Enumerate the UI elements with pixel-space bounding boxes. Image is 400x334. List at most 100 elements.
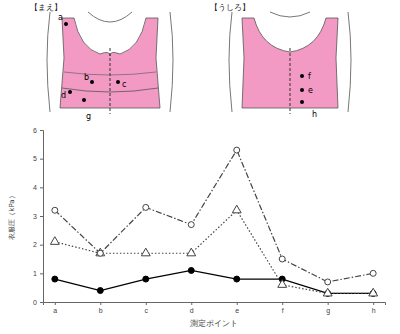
series-marker — [97, 288, 103, 294]
measure-point — [300, 100, 304, 104]
x-tick: c — [145, 302, 149, 314]
y-tick-mark — [40, 159, 43, 160]
x-tick: a — [53, 302, 57, 314]
x-tick: g — [326, 302, 330, 315]
y-tick: 1 — [33, 270, 43, 277]
x-tick-label: e — [235, 307, 239, 314]
point-label: f — [308, 72, 311, 81]
series-line — [55, 270, 373, 293]
y-tick-label: 4 — [33, 184, 37, 191]
x-tick: b — [99, 302, 103, 314]
x-tick-label: c — [145, 307, 149, 314]
body-outline — [170, 12, 173, 112]
x-tick-mark — [373, 302, 374, 305]
series-marker — [279, 256, 285, 262]
series-marker — [234, 147, 240, 153]
x-tick: d — [190, 302, 194, 314]
point-label: b — [84, 73, 89, 82]
y-tick: 4 — [33, 184, 43, 191]
series-marker — [52, 276, 58, 282]
series-marker — [143, 204, 149, 210]
series-marker — [188, 267, 194, 273]
body-outline — [47, 12, 50, 112]
x-tick-label: b — [99, 307, 103, 314]
y-tick-mark — [40, 130, 43, 131]
y-tick-label: 2 — [33, 241, 37, 248]
y-tick-label: 3 — [33, 213, 37, 220]
x-tick-label: g — [326, 307, 330, 315]
x-tick-label: d — [190, 307, 194, 314]
plot-area — [50, 147, 377, 296]
y-tick-label: 5 — [33, 155, 37, 162]
series-line — [55, 210, 373, 293]
x-tick: h — [372, 302, 376, 314]
y-tick-mark — [40, 216, 43, 217]
y-tick: 5 — [33, 155, 43, 162]
x-tick: f — [282, 302, 284, 314]
point-label: e — [308, 86, 313, 95]
y-axis-line — [40, 131, 44, 303]
figure: 【まえ】【うしろ】abcdgfeh0123456abcdefgh測定ポイント衣服… — [0, 0, 400, 334]
x-tick-mark — [237, 302, 238, 305]
x-tick-label: a — [53, 307, 57, 314]
y-tick: 2 — [33, 241, 43, 248]
view-label: 【まえ】 — [30, 3, 62, 12]
x-tick-mark — [282, 302, 283, 305]
x-tick-mark — [55, 302, 56, 305]
series-marker — [278, 280, 287, 288]
y-tick-label: 6 — [33, 127, 37, 134]
y-tick-mark — [40, 302, 43, 303]
x-axis-title: 測定ポイント — [190, 319, 238, 328]
y-tick-mark — [40, 245, 43, 246]
series-marker — [52, 207, 58, 213]
x-tick-mark — [146, 302, 147, 305]
measure-point — [82, 98, 86, 102]
body-outline — [88, 12, 132, 22]
x-tick: e — [235, 302, 239, 314]
x-axis: a b c d e f g h — [44, 302, 386, 315]
series-marker — [141, 248, 150, 256]
series-line — [55, 150, 373, 282]
y-tick: 6 — [33, 127, 43, 134]
body-outline — [270, 12, 310, 17]
measure-point — [300, 88, 304, 92]
x-tick-mark — [328, 302, 329, 305]
measure-point — [300, 74, 304, 78]
y-tick: 3 — [33, 213, 43, 220]
x-tick-mark — [191, 302, 192, 305]
series-marker — [369, 288, 378, 296]
series-marker — [50, 237, 59, 245]
series-marker — [234, 276, 240, 282]
y-axis: 0 1 2 3 4 5 6 — [33, 127, 43, 306]
x-tick-mark — [100, 302, 101, 305]
measure-point — [116, 80, 120, 84]
series-marker — [323, 288, 332, 296]
y-axis-title: 衣服圧（kPa） — [8, 192, 16, 239]
measure-point — [64, 22, 68, 26]
point-label: c — [122, 80, 126, 89]
series-marker — [143, 276, 149, 282]
y-tick-mark — [40, 187, 43, 188]
point-label: a — [58, 13, 63, 22]
point-label: g — [86, 112, 91, 121]
body-outline — [348, 12, 351, 112]
body-outline — [229, 12, 232, 112]
center-line — [290, 48, 291, 114]
view-label: 【うしろ】 — [210, 3, 250, 12]
series-marker — [232, 205, 241, 213]
measure-point — [68, 90, 72, 94]
series-marker — [96, 248, 105, 256]
x-tick-label: h — [372, 307, 376, 314]
y-tick-label: 0 — [33, 299, 37, 306]
point-label: h — [312, 110, 317, 119]
x-tick-label: f — [282, 307, 284, 314]
point-label: d — [61, 91, 66, 100]
y-tick-mark — [40, 273, 43, 274]
x-axis-line — [44, 303, 386, 306]
series-marker — [97, 250, 103, 256]
series-marker — [188, 222, 194, 228]
series-marker — [187, 248, 196, 256]
illustration: 【まえ】 【うしろ】 a b c d g fe h — [30, 3, 351, 121]
measure-point — [90, 80, 94, 84]
y-tick-label: 1 — [33, 270, 37, 277]
